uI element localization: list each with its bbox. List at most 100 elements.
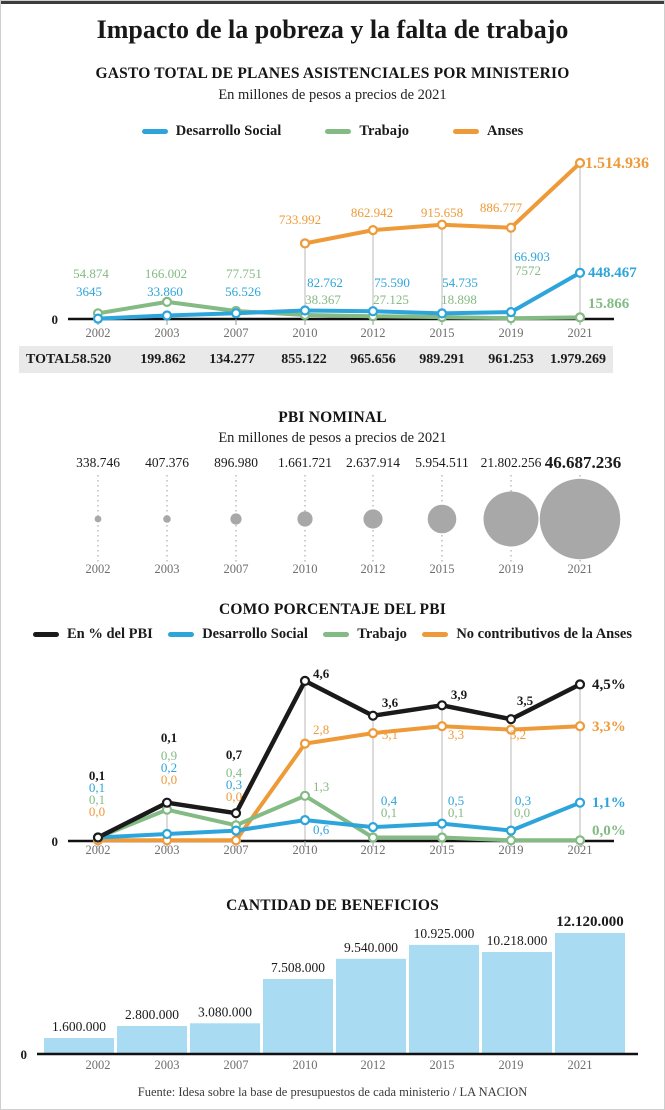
year-label: 2010: [293, 1058, 318, 1072]
data-label-trabajo: 0,1: [381, 805, 397, 820]
bar-value-label: 1.600.000: [52, 1019, 106, 1034]
total-value: 58.520: [72, 352, 112, 367]
data-label-no-contributivos-de-la-anses: 3,3: [448, 727, 464, 742]
legend-item-no-contributivos-de-la-anses: No contributivos de la Anses: [422, 626, 632, 643]
bar-value-label: 3.080.000: [198, 1004, 252, 1019]
year-label: 2021: [568, 326, 593, 340]
data-point-no-contributivos-de-la-anses: [574, 721, 586, 732]
data-label-en-del-pbi: 4,6: [313, 666, 330, 681]
legend-swatch-icon: [323, 631, 350, 637]
data-label-trabajo: 54.874: [73, 266, 109, 281]
pbi-bubble: [230, 513, 242, 525]
data-point-desarrollo-social: [230, 308, 242, 319]
year-label: 2002: [86, 843, 111, 857]
pbi-bubble-chart: 338.746 407.376 896.980 1.661.721 2.637.914 5…: [76, 453, 621, 576]
data-label-desarrollo-social: 33.860: [147, 284, 183, 299]
legend-label: En % del PBI: [67, 625, 153, 642]
legend-label: Trabajo: [359, 122, 410, 139]
pbi-value-label: 21.802.256: [481, 455, 542, 470]
beneficios-chart-title: CANTIDAD DE BENEFICIOS: [226, 897, 439, 914]
year-label: 2003: [155, 326, 180, 340]
year-label: 2007: [224, 1058, 249, 1072]
data-label-trabajo: 166.002: [145, 266, 187, 281]
data-point-desarrollo-social: [299, 305, 311, 316]
data-point-anses: [367, 224, 379, 236]
porcentaje-chart-legend: En % del PBI Desarrollo Social Trabajo No c…: [1, 625, 664, 643]
data-point-trabajo: [505, 835, 517, 846]
year-label: 2012: [361, 843, 386, 857]
legend-swatch-icon: [453, 128, 480, 134]
data-label-desarrollo-social: 0,5: [448, 793, 464, 808]
data-point-anses: [436, 219, 448, 230]
year-label: 2021: [568, 843, 593, 857]
pbi-bubble: [363, 509, 383, 529]
data-point-no-contributivos-de-la-anses: [505, 724, 517, 735]
year-label: 2015: [430, 562, 455, 576]
data-point-en-del-pbi: [92, 832, 104, 843]
legend-swatch-icon: [325, 128, 352, 134]
data-label-trabajo: 15.866: [588, 296, 630, 312]
data-label-no-contributivos-de-la-anses: 2,8: [313, 722, 329, 737]
total-row-label: TOTAL: [26, 352, 74, 367]
total-value: 1.979.269: [550, 352, 606, 367]
bar-value-label: 9.540.000: [344, 940, 398, 955]
pbi-bubble: [94, 515, 102, 523]
data-label-en-del-pbi: 3,6: [382, 695, 399, 710]
data-label-desarrollo-social: 448.467: [588, 265, 637, 281]
data-label-desarrollo-social: 0,3: [226, 777, 242, 792]
y-axis-zero-label: 0: [21, 1047, 28, 1062]
data-label-no-contributivos-de-la-anses: 3,1: [382, 727, 398, 742]
beneficios-bar-chart: 1.600.000 2.800.000 3.080.000 7.508.000 9.54…: [21, 916, 638, 1072]
data-label-desarrollo-social: 56.526: [225, 284, 261, 299]
data-label-desarrollo-social: 3645: [76, 284, 102, 299]
data-label-en-del-pbi: 0,1: [161, 730, 177, 745]
data-label-en-del-pbi: 0,1: [89, 768, 105, 783]
data-point-en-del-pbi: [436, 700, 448, 711]
legend-label: No contributivos de la Anses: [456, 625, 632, 642]
total-value: 199.862: [140, 352, 186, 367]
bar-value-label: 7.508.000: [271, 960, 325, 975]
data-point-desarrollo-social: [436, 308, 448, 319]
data-label-desarrollo-social: 0,3: [515, 793, 531, 808]
benefit-bar: [336, 958, 406, 1054]
top-rule: [1, 1, 664, 4]
pbi-bubble: [483, 491, 539, 547]
pbi-chart-title: PBI NOMINAL: [278, 409, 387, 426]
data-label-trabajo: 0,4: [226, 765, 243, 780]
porcentaje-chart-title: COMO PORCENTAJE DEL PBI: [219, 601, 446, 618]
gasto-chart-subtitle: En millones de pesos a precios de 2021: [218, 87, 447, 103]
legend-item-trabajo: Trabajo: [325, 123, 409, 140]
data-point-desarrollo-social: [161, 310, 173, 321]
year-label: 2021: [568, 1058, 593, 1072]
year-label: 2019: [499, 843, 524, 857]
legend-item-trabajo: Trabajo: [323, 626, 407, 643]
data-point-trabajo: [367, 832, 379, 843]
data-label-trabajo: 77.751: [226, 266, 262, 281]
legend-item-en-del-pbi: En % del PBI: [33, 626, 153, 643]
data-label-no-contributivos-de-la-anses: 3,3%: [592, 719, 626, 735]
total-value: 965.656: [350, 352, 396, 367]
data-point-trabajo: [574, 312, 586, 323]
data-label-desarrollo-social: 0,1: [89, 780, 105, 795]
year-label: 2019: [499, 562, 524, 576]
legend-item-desarrollo-social: Desarrollo Social: [168, 626, 308, 643]
data-label-trabajo: 0,1: [89, 792, 105, 807]
series-line-desarrollo-social: [96, 270, 582, 321]
legend-swatch-icon: [168, 631, 195, 637]
benefit-bar: [555, 933, 625, 1054]
benefit-bar: [190, 1023, 260, 1054]
total-band: [19, 346, 613, 373]
data-point-desarrollo-social: [436, 818, 448, 829]
pbi-value-label: 338.746: [76, 455, 120, 470]
benefit-bar: [263, 979, 333, 1054]
gasto-chart-title: GASTO TOTAL DE PLANES ASISTENCIALES POR …: [95, 65, 570, 82]
data-label-desarrollo-social: 1,1%: [592, 795, 626, 811]
y-axis-zero-label: 0: [52, 834, 59, 849]
total-row: TOTAL 58.520 199.862 134.277 855.122 965.656…: [1, 346, 664, 373]
data-point-trabajo: [436, 832, 448, 843]
series-line-no-contributivos-de-la-anses: [96, 724, 582, 843]
y-axis-zero-label: 0: [52, 312, 59, 327]
data-point-anses: [505, 222, 517, 233]
data-label-trabajo: 1,3: [313, 779, 329, 794]
year-label: 2003: [155, 562, 180, 576]
